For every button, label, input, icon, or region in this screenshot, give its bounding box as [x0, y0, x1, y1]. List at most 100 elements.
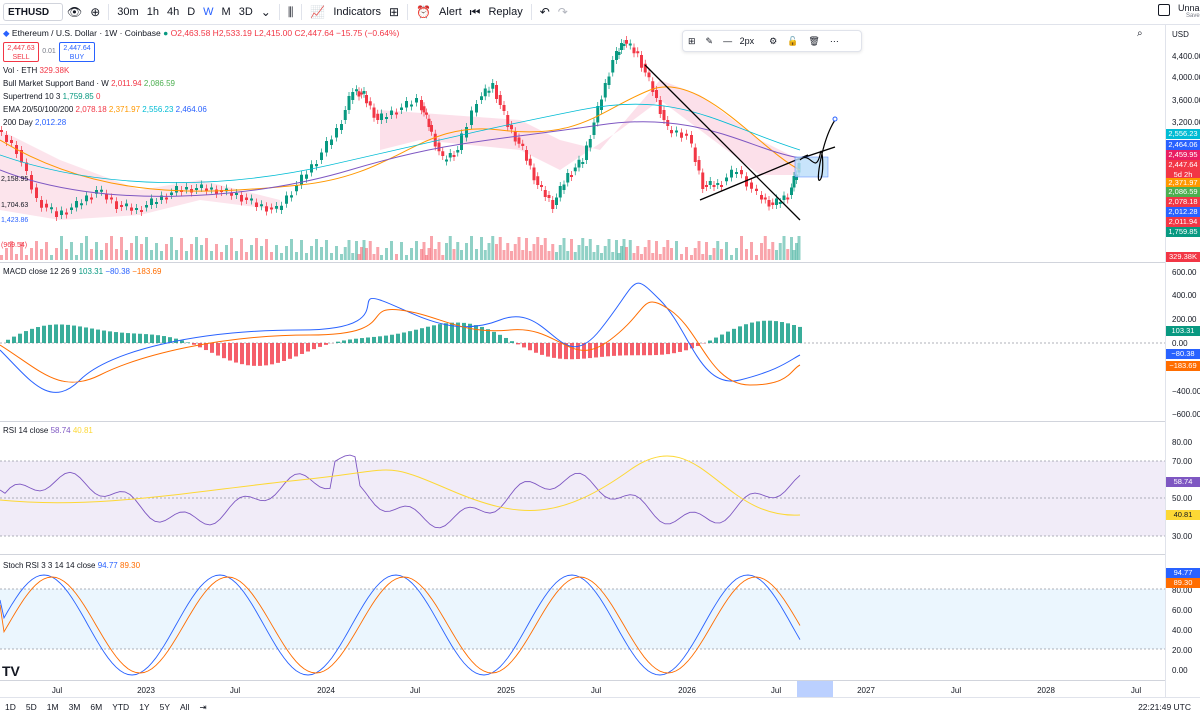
macd-histogram-bar	[132, 333, 136, 343]
pane-separator	[0, 421, 1165, 422]
candle	[764, 198, 767, 200]
range-5d[interactable]: 5D	[21, 702, 42, 712]
volume-bar	[438, 242, 441, 260]
volume-bar	[445, 243, 448, 260]
lock-icon[interactable]: 🔓	[782, 36, 803, 47]
rsi-legend[interactable]: RSI 14 close 58.74 40.81	[3, 425, 93, 437]
volume-bar	[320, 247, 323, 260]
candle	[694, 148, 697, 163]
volume-bar	[170, 237, 173, 260]
candle	[145, 205, 148, 208]
clock[interactable]: 22:21:49 UTC	[1133, 702, 1196, 712]
volume-bar	[514, 244, 517, 260]
candle	[779, 202, 782, 204]
macd-histogram-bar	[324, 343, 328, 345]
volume-bar	[215, 244, 218, 260]
candle	[730, 170, 733, 178]
macd-histogram-bar	[780, 322, 784, 343]
candle	[75, 201, 78, 208]
macd-histogram-bar	[150, 335, 154, 343]
volume-bar	[644, 247, 647, 260]
candle	[685, 134, 688, 136]
rsi-tick: 30.00	[1172, 532, 1192, 541]
supertrend-legend[interactable]: Supertrend 10 3 1,759.85 0	[3, 91, 100, 103]
range-1d[interactable]: 1D	[0, 702, 21, 712]
price-tag: 2,012.28	[1166, 207, 1200, 217]
macd-histogram-bar	[366, 337, 370, 343]
volume-bar	[488, 243, 491, 260]
volume-bar	[260, 246, 263, 260]
time-tick: Jul	[410, 686, 420, 695]
time-tick: 2025	[497, 686, 515, 695]
volume-bar	[783, 236, 786, 260]
search-icon[interactable]: ⌕	[1137, 28, 1143, 39]
pane-separator	[0, 262, 1165, 263]
candle	[460, 134, 463, 151]
volume-bar	[625, 247, 628, 260]
range-6m[interactable]: 6M	[85, 702, 107, 712]
macd-histogram-bar	[510, 341, 514, 343]
candle	[525, 150, 528, 161]
vol-legend[interactable]: Vol · ETH 329.38K	[3, 65, 69, 77]
candle	[195, 188, 198, 190]
candle	[120, 205, 123, 207]
range-1m[interactable]: 1M	[42, 702, 64, 712]
volume-bar	[165, 244, 168, 260]
day200-legend[interactable]: 200 Day 2,012.28	[3, 117, 66, 129]
candle	[600, 100, 603, 111]
more-icon[interactable]: ⋯	[825, 36, 844, 47]
candle	[315, 164, 318, 166]
macd-histogram-bar	[90, 329, 94, 343]
stoch-legend[interactable]: Stoch RSI 3 3 14 14 close 94.77 89.30	[3, 560, 140, 572]
volume-bar	[65, 249, 68, 260]
date-range-icon[interactable]: ⇥	[194, 702, 211, 713]
candle	[491, 83, 494, 89]
line-width-icon[interactable]: — 2px	[718, 36, 764, 46]
candle	[608, 77, 611, 86]
candle	[70, 208, 73, 211]
volume-bar	[563, 238, 566, 260]
candle	[65, 213, 68, 215]
volume-bar	[633, 253, 636, 260]
rsi-tick: 70.00	[1172, 457, 1192, 466]
candle	[675, 131, 678, 133]
macd-legend[interactable]: MACD close 12 26 9 103.31 −80.38 −183.69	[3, 266, 161, 278]
trash-icon[interactable]: 🗑	[803, 36, 824, 47]
candle	[255, 203, 258, 208]
grid-icon[interactable]: ⊞	[683, 36, 701, 47]
range-ytd[interactable]: YTD	[107, 702, 134, 712]
pencil-icon[interactable]: ✎	[701, 36, 719, 47]
range-1y[interactable]: 1Y	[134, 702, 154, 712]
range-all[interactable]: All	[175, 702, 194, 712]
macd-tick: 0.00	[1172, 339, 1188, 348]
candle	[581, 162, 584, 164]
volume-bar	[344, 247, 347, 260]
price-tag: 1,759.85	[1166, 227, 1200, 237]
candle	[245, 198, 248, 201]
macd-histogram-bar	[246, 343, 250, 365]
range-3m[interactable]: 3M	[64, 702, 86, 712]
ema-legend[interactable]: EMA 20/50/100/200 2,078.18 2,371.97 2,55…	[3, 104, 207, 116]
candle	[453, 155, 456, 157]
macd-histogram-bar	[720, 335, 724, 343]
candle	[369, 101, 372, 105]
candle	[456, 150, 459, 153]
drawing-toolbar: ⊞ ✎ — 2px ⚙ 🔓 🗑 ⋯	[682, 30, 862, 52]
candle	[709, 181, 712, 185]
candle	[578, 160, 581, 168]
candle	[735, 172, 738, 174]
range-5y[interactable]: 5Y	[155, 702, 175, 712]
candle	[175, 186, 178, 193]
macd-histogram-bar	[294, 343, 298, 356]
macd-tag: 103.31	[1166, 326, 1200, 336]
volume-bar	[675, 241, 678, 260]
macd-histogram-bar	[408, 331, 412, 343]
volume-bar	[300, 240, 303, 260]
candle	[135, 208, 138, 210]
bull-band-legend[interactable]: Bull Market Support Band · W 2,011.94 2,…	[3, 78, 175, 90]
candle	[740, 170, 743, 174]
settings-icon[interactable]: ⚙	[764, 36, 782, 47]
spread: 0.01	[39, 42, 59, 62]
